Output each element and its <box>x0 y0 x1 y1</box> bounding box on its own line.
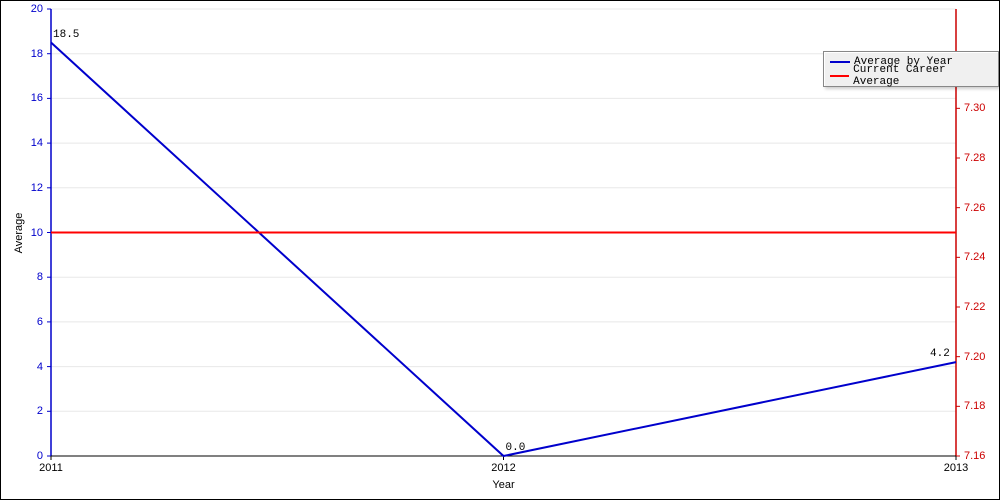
y-right-tick-label: 7.24 <box>964 251 985 263</box>
y-left-tick-label: 14 <box>1 137 43 149</box>
legend-line-swatch <box>830 61 850 63</box>
chart-container: 024681012141618207.167.187.207.227.247.2… <box>0 0 1000 500</box>
legend: Average by YearCurrent Career Average <box>823 51 999 87</box>
point-label: 18.5 <box>53 29 79 41</box>
point-label: 0.0 <box>506 442 526 454</box>
x-tick-label: 2013 <box>944 462 968 474</box>
y-left-tick-label: 8 <box>1 271 43 283</box>
y-left-tick-label: 16 <box>1 92 43 104</box>
y-right-tick-label: 7.18 <box>964 400 985 412</box>
y-axis-label: Average <box>13 212 25 253</box>
legend-label: Current Career Average <box>853 64 992 88</box>
legend-item: Current Career Average <box>830 69 992 83</box>
y-right-tick-label: 7.26 <box>964 202 985 214</box>
y-right-tick-label: 7.28 <box>964 152 985 164</box>
y-left-tick-label: 0 <box>1 450 43 462</box>
y-right-tick-label: 7.22 <box>964 301 985 313</box>
y-right-tick-label: 7.20 <box>964 351 985 363</box>
y-left-tick-label: 18 <box>1 48 43 60</box>
point-label: 4.2 <box>930 348 950 360</box>
y-left-tick-label: 2 <box>1 405 43 417</box>
x-tick-label: 2011 <box>39 462 63 474</box>
y-left-tick-label: 6 <box>1 316 43 328</box>
y-right-tick-label: 7.30 <box>964 102 985 114</box>
y-left-tick-label: 20 <box>1 3 43 15</box>
x-axis-label: Year <box>492 479 514 491</box>
y-left-tick-label: 4 <box>1 361 43 373</box>
x-tick-label: 2012 <box>491 462 515 474</box>
y-left-tick-label: 12 <box>1 182 43 194</box>
y-right-tick-label: 7.16 <box>964 450 985 462</box>
legend-line-swatch <box>830 75 849 77</box>
